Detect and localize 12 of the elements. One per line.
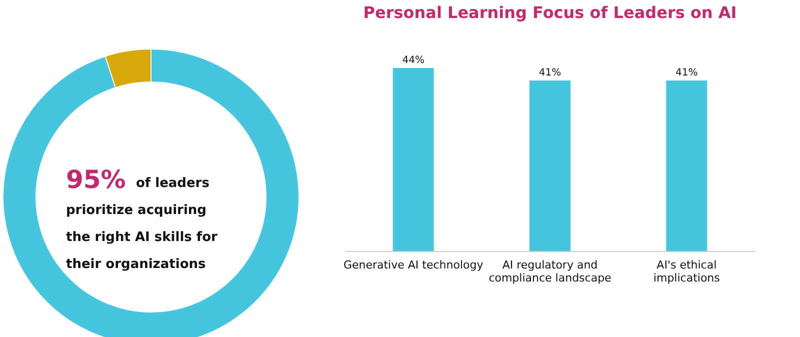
- data-label: 44%: [402, 54, 424, 66]
- chart-title: Personal Learning Focus of Leaders on AI: [363, 3, 737, 22]
- text: of leaders: [136, 176, 210, 191]
- text: the right AI skills for: [66, 230, 218, 245]
- text: prioritize acquiring: [66, 203, 206, 218]
- data-label: 41%: [676, 67, 698, 78]
- text: 95%: [66, 165, 126, 194]
- x-tick-label: Generative AI technology: [343, 258, 484, 272]
- data-label: 41%: [538, 67, 562, 78]
- text: their organizations: [66, 257, 206, 272]
- x-tick-label: AI regulatory and compliance landscape: [488, 258, 612, 284]
- x-tick-label: AI's ethical implications: [653, 258, 720, 284]
